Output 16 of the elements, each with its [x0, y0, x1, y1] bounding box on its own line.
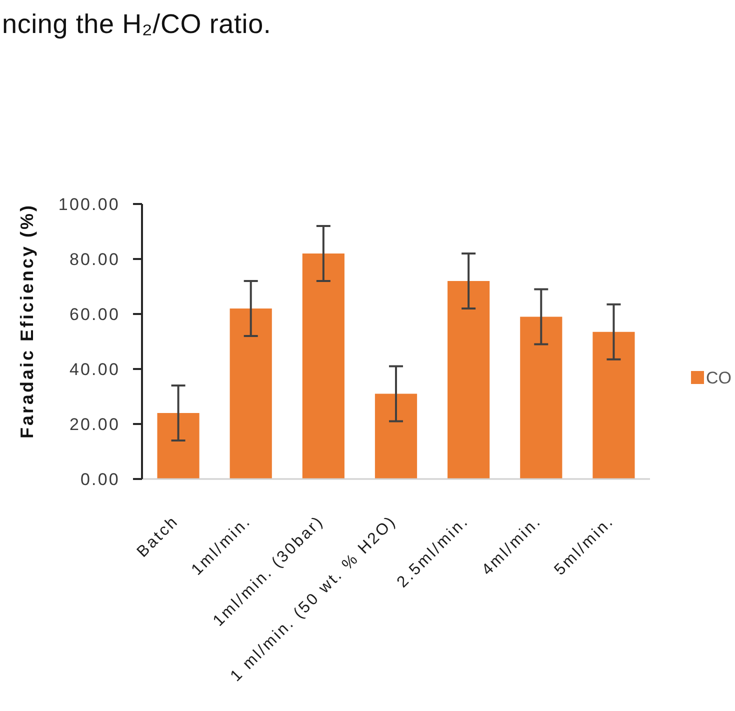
bar	[520, 316, 562, 479]
y-tick-label: 20.00	[69, 414, 120, 434]
legend-label: CO	[706, 368, 732, 388]
bar	[302, 254, 344, 479]
bar	[157, 413, 200, 479]
y-tick-label: 0.00	[80, 470, 120, 489]
text: ncing the H₂/CO ratio.	[2, 9, 272, 39]
y-axis-title: Faradaic Eficiency (%)	[17, 203, 37, 439]
y-tick-label: 100.00	[58, 194, 120, 214]
y-tick-label: 40.00	[69, 360, 120, 379]
bar	[448, 281, 490, 479]
bar	[230, 308, 272, 479]
y-tick-label: 60.00	[69, 304, 120, 324]
bar	[374, 394, 418, 479]
y-tick-label: 80.00	[69, 250, 120, 269]
bar	[592, 332, 635, 479]
